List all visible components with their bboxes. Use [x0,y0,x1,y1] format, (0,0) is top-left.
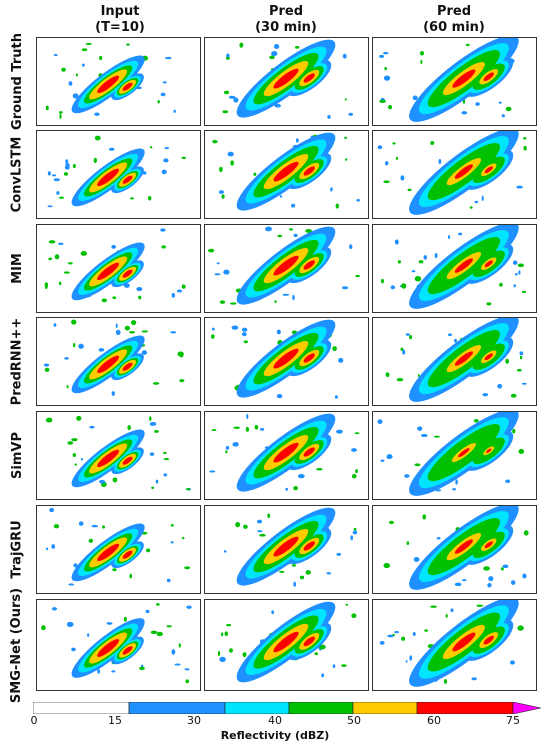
colorbar-extend-arrow [512,702,542,714]
colorbar-label: Reflectivity (dBZ) [220,729,330,742]
column-header-line2: (60 min) [423,20,485,35]
radar-panel [372,130,537,219]
reflectivity-colorbar [33,702,542,714]
row-label-smg-net: SMG-Net (Ours) [9,587,25,703]
radar-panel [372,599,537,691]
column-header-line1: Input [100,4,140,19]
radar-panel [372,224,537,313]
radar-reflectivity-map [222,39,353,119]
row-label-predrnn: PredRNN++ [9,317,25,405]
colorbar-segment [128,702,226,714]
radar-reflectivity-map [379,38,519,122]
radar-reflectivity-map [223,507,358,587]
radar-panel [204,37,369,126]
radar-panel [36,411,201,500]
radar-reflectivity-map [377,131,527,215]
colorbar-tick: 30 [187,714,201,727]
radar-panel [204,317,369,406]
colorbar-tick: 0 [30,714,38,727]
radar-reflectivity-map [45,507,191,586]
row-label-mim: MIM [9,252,25,284]
radar-reflectivity-map [43,319,185,396]
radar-reflectivity-map [383,506,529,590]
column-header-line2: (T=10) [95,20,145,35]
column-header-line1: Pred [268,4,304,19]
radar-reflectivity-map [212,132,361,211]
colorbar-tick: 40 [268,714,282,727]
colorbar-tick: 50 [347,714,361,727]
column-header-line2: (30 min) [255,20,317,35]
colorbar-segment [416,702,514,714]
radar-reflectivity-map [207,226,360,305]
radar-reflectivity-map [45,42,176,119]
radar-panel [36,224,201,313]
colorbar-segment [352,702,418,714]
column-header-pred-30: Pred (30 min) [206,4,366,36]
radar-reflectivity-map [44,228,186,303]
radar-reflectivity-map [47,135,186,208]
radar-panel [204,411,369,500]
colorbar-tick: 75 [506,714,520,727]
colorbar-segment [224,702,290,714]
column-header-pred-60: Pred (60 min) [374,4,534,36]
radar-reflectivity-map [379,600,524,687]
column-header-input: Input (T=10) [40,4,200,36]
colorbar-tick: 60 [427,714,441,727]
radar-panel [372,505,537,594]
radar-reflectivity-map [41,603,192,684]
column-header-line1: Pred [436,4,472,19]
radar-reflectivity-map [210,319,344,399]
colorbar-segment [288,702,354,714]
radar-panel [204,130,369,219]
colorbar-tick: 15 [108,714,122,727]
radar-panel [372,37,537,126]
radar-panel [372,317,537,406]
radar-reflectivity-map [209,413,360,492]
radar-panel [204,224,369,313]
row-label-trajgru: TrajGRU [9,519,25,579]
radar-panel [36,317,201,406]
row-label-ground-truth: Ground Truth [9,32,25,130]
radar-panel [204,599,369,691]
radar-reflectivity-map [217,601,357,683]
radar-panel [36,505,201,594]
row-label-convlstm: ConvLSTM [9,136,25,212]
radar-reflectivity-map [45,415,191,491]
radar-panel [372,411,537,500]
radar-panel [36,37,201,126]
radar-panel [204,505,369,594]
radar-panel [36,599,201,691]
row-label-simvp: SimVP [9,431,25,479]
radar-reflectivity-map [381,225,527,309]
radar-reflectivity-map [385,318,527,402]
radar-panel [36,130,201,219]
radar-reflectivity-map [377,412,525,496]
colorbar-segment [33,702,130,714]
